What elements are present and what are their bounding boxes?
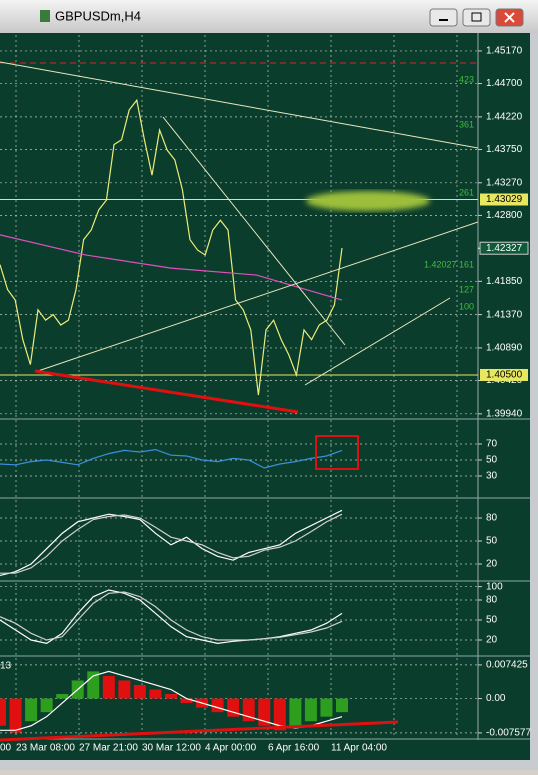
restore-icon — [471, 12, 482, 22]
histogram-bar — [0, 698, 6, 726]
window-buttons[interactable] — [429, 8, 524, 27]
price-label: 1.43029 — [486, 194, 523, 205]
series-line — [0, 513, 343, 574]
histogram-bar — [56, 694, 69, 699]
pane-label: 13 — [0, 661, 12, 672]
y-tick-label: 1.44220 — [486, 112, 523, 123]
trend-line — [162, 116, 346, 346]
histogram-bar — [102, 675, 115, 699]
fibo-label: 361 — [459, 119, 474, 129]
y-tick-label: 80 — [486, 595, 498, 606]
y-tick-label: 20 — [486, 635, 498, 646]
y-tick-label: 1.45170 — [486, 46, 523, 57]
window-title: GBPUSDm,H4 — [55, 8, 141, 23]
x-tick-label: 23 Mar 08:00 — [16, 743, 75, 754]
y-tick-label: 30 — [486, 471, 498, 482]
y-tick-label: 0.007425 — [486, 660, 528, 671]
histogram-bar — [165, 694, 177, 699]
y-tick-label: 1.43270 — [486, 177, 523, 188]
y-tick-label: 1.41850 — [486, 276, 523, 287]
histogram-bar — [289, 698, 302, 726]
fibo-label: 100 — [459, 301, 474, 311]
series-line — [0, 591, 343, 641]
y-tick-label: 1.43750 — [486, 144, 523, 155]
x-tick-label: 30 Mar 12:00 — [142, 743, 201, 754]
y-tick-label: 1.42800 — [486, 210, 523, 221]
y-tick-label: 0.00 — [486, 693, 506, 704]
fibo-label: 261 — [459, 187, 474, 197]
chart-area — [0, 33, 530, 760]
y-tick-label: 100 — [486, 581, 503, 592]
y-tick-label: -0.007577 — [486, 728, 531, 739]
histogram-bar — [211, 698, 224, 713]
trend-line — [34, 221, 478, 373]
y-tick-label: 1.39940 — [486, 408, 523, 419]
y-tick-label: 20 — [486, 559, 498, 570]
histogram-bar — [40, 698, 53, 713]
series-line — [0, 589, 343, 644]
price-badge — [480, 193, 528, 206]
drawings — [0, 61, 478, 742]
y-tick-label: 50 — [486, 455, 498, 466]
x-tick-label: 4 Apr 00:00 — [205, 743, 257, 754]
highlight-box — [315, 435, 359, 470]
x-tick-label: 27 Mar 21:00 — [79, 743, 138, 754]
y-tick-label: 1.41370 — [486, 309, 523, 320]
panes: 1.45170 1.44700 1.44220 1.43750 1.43270 1.428… — [0, 35, 531, 754]
price-badge — [480, 368, 528, 381]
histogram-bar — [336, 698, 348, 713]
minimize-button[interactable] — [429, 8, 458, 27]
histogram-bar — [133, 684, 146, 699]
y-tick-label: 80 — [486, 513, 498, 524]
current-price-label: 1.42327 — [486, 243, 523, 254]
x-tick-label: 6 Apr 16:00 — [268, 743, 320, 754]
divergence-line — [0, 720, 399, 742]
y-tick-label: 1.40890 — [486, 343, 523, 354]
close-icon — [504, 12, 515, 23]
fibo-label: 423 — [459, 74, 474, 84]
y-tick-label: 50 — [486, 536, 498, 547]
histogram-bar — [273, 698, 286, 731]
histogram-bar — [180, 698, 193, 704]
price-label: 1.40500 — [486, 370, 523, 381]
y-tick-label: 50 — [486, 615, 498, 626]
trend-line — [304, 297, 451, 386]
series-line — [0, 509, 343, 577]
series-line — [0, 448, 343, 469]
histogram-bar — [304, 698, 317, 722]
x-tick-label: 00 — [0, 743, 12, 754]
restore-button[interactable] — [462, 8, 491, 27]
histogram-bar — [320, 698, 333, 717]
fibo-label: 127 — [459, 284, 474, 294]
current-price-badge — [479, 241, 529, 255]
y-tick-label: 1.44700 — [486, 78, 523, 89]
histogram-bar — [25, 698, 38, 722]
window-icon — [40, 10, 50, 22]
series-line — [0, 234, 343, 301]
histogram-bar — [258, 698, 271, 726]
redaction — [306, 191, 430, 211]
histogram-bar — [149, 689, 162, 699]
histogram-bar — [118, 680, 131, 699]
trend-line — [0, 61, 478, 149]
y-tick-label: 70 — [486, 439, 498, 450]
histogram-bar — [227, 698, 240, 717]
x-tick-label: 11 Apr 04:00 — [331, 743, 387, 754]
histogram-bar — [9, 698, 22, 733]
divergence-line — [34, 369, 299, 414]
fibo-label: 1.42027 161 — [424, 259, 474, 269]
series-line — [0, 98, 343, 396]
